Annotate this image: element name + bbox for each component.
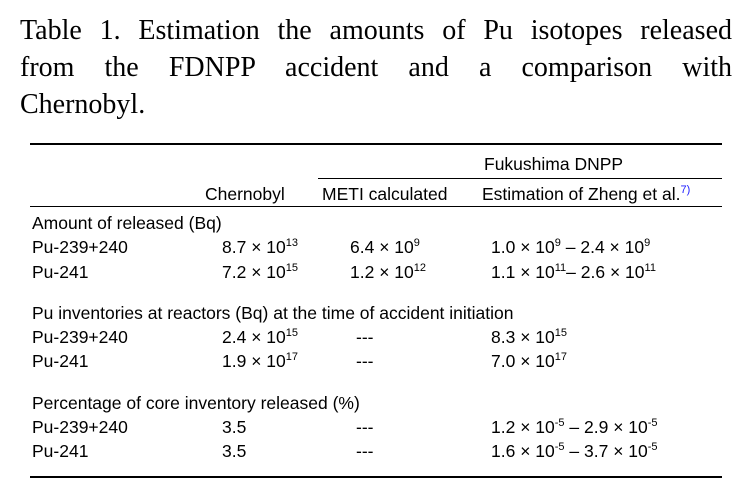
header-zheng: Estimation of Zheng et al.7) [482, 183, 690, 205]
top-rule [30, 143, 722, 145]
cell-zheng: 7.0 × 1017 [491, 351, 567, 371]
section-title-inventories: Pu inventories at reactors (Bq) at the t… [32, 303, 514, 323]
group-rule [318, 178, 722, 179]
cell-chernobyl: 3.5 [222, 417, 247, 437]
cell-zheng: 1.1 × 1011– 2.6 × 1011 [491, 262, 656, 282]
header-chernobyl: Chernobyl [205, 184, 285, 204]
caption-line-3: Chernobyl. [20, 89, 146, 120]
cell-meti: --- [356, 351, 374, 371]
table-caption: Table 1. Estimation the amounts of Pu is… [20, 12, 732, 123]
section-title-percentage: Percentage of core inventory released (%… [32, 393, 360, 413]
header-rule [30, 206, 722, 207]
cell-chernobyl: 7.2 × 1015 [222, 262, 298, 282]
row-isotope: Pu-239+240 [32, 237, 128, 257]
header-meti: METI calculated [322, 184, 448, 204]
cell-meti: --- [356, 441, 374, 461]
cell-meti: --- [356, 327, 374, 347]
cell-meti: 6.4 × 109 [350, 237, 420, 257]
row-isotope: Pu-241 [32, 441, 89, 461]
row-isotope: Pu-241 [32, 351, 89, 371]
caption-line-2: from the FDNPP accident and a comparison… [20, 52, 732, 83]
header-group-fukushima: Fukushima DNPP [484, 154, 624, 174]
cell-chernobyl: 2.4 × 1015 [222, 327, 298, 347]
cell-zheng: 8.3 × 1015 [491, 327, 567, 347]
section-title-released: Amount of released (Bq) [32, 213, 222, 233]
cell-chernobyl: 1.9 × 1017 [222, 351, 298, 371]
row-isotope: Pu-239+240 [32, 417, 128, 437]
row-isotope: Pu-241 [32, 262, 89, 282]
cell-chernobyl: 3.5 [222, 441, 247, 461]
caption-line-1: Table 1. Estimation the amounts of Pu is… [20, 15, 732, 46]
cell-zheng: 1.0 × 109 – 2.4 × 109 [491, 237, 651, 257]
cell-meti: 1.2 × 1012 [350, 262, 426, 282]
cell-zheng: 1.2 × 10-5 – 2.9 × 10-5 [491, 417, 658, 437]
header-zheng-label: Estimation of Zheng et al. [482, 184, 681, 204]
cell-zheng: 1.6 × 10-5 – 3.7 × 10-5 [491, 441, 658, 461]
cell-meti: --- [356, 417, 374, 437]
bottom-rule [30, 476, 722, 478]
row-isotope: Pu-239+240 [32, 327, 128, 347]
cell-chernobyl: 8.7 × 1013 [222, 237, 298, 257]
header-zheng-ref: 7) [680, 184, 691, 196]
